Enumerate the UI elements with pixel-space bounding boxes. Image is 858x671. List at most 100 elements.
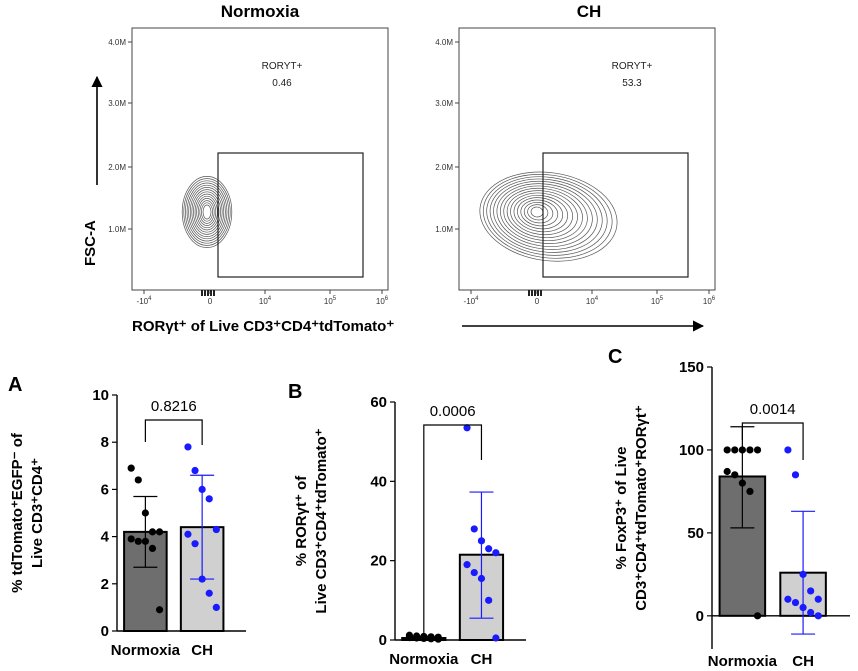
y-tick-label: 20 — [370, 553, 387, 570]
p-value-label: 0.0014 — [750, 401, 796, 418]
ror-axis-label: RORγt⁺ of Live CD3⁺CD4⁺tdTomato⁺ — [132, 318, 394, 335]
data-point — [731, 446, 739, 454]
flow-y-tick-label: 1.0M — [435, 225, 453, 234]
x-tick-label: Normoxia — [389, 651, 459, 668]
contour-plot-normoxia — [181, 176, 233, 248]
gate-label-ch: RORYT+ — [612, 61, 653, 72]
flow-x-tick-label: 106 — [703, 296, 716, 306]
y-tick-label: 8 — [101, 434, 109, 451]
x-tick-label: CH — [471, 651, 493, 668]
y-tick-label: 100 — [679, 442, 704, 459]
data-point — [134, 537, 142, 545]
contour-ring — [503, 187, 583, 241]
data-point — [413, 634, 421, 642]
contour-ring — [199, 200, 215, 224]
data-point — [434, 635, 442, 643]
flow-x-ticks-normoxia: -104 0 104 105 106 — [137, 290, 389, 306]
data-point — [753, 612, 762, 620]
data-point — [148, 544, 157, 553]
data-point — [746, 446, 754, 454]
y-tick-label: 0 — [696, 608, 704, 625]
significance-bracket — [741, 422, 804, 460]
data-point — [184, 443, 192, 451]
data-point — [731, 471, 739, 479]
p-value-label: 0.8216 — [151, 398, 197, 415]
contour-ring — [517, 197, 564, 230]
data-point — [127, 535, 135, 543]
contour-ring — [188, 184, 226, 240]
contour-ring — [530, 206, 544, 218]
flow-plot-normoxia: Normoxia 4.0M 3.0M 2.0M 1.0M -104 0 104 105 106… — [82, 2, 389, 306]
contour-ring — [479, 171, 618, 262]
flow-x-ticks-ch: -104 0 104 105 106 — [464, 290, 716, 306]
bar-chart-a: A 0 2 4 6 8 10 % tdTomato⁺EGFP⁻ of Live CD3⁺CD4⁺… — [8, 374, 246, 659]
flow-x-tick-label: 105 — [324, 296, 337, 306]
contour-ring — [201, 202, 213, 222]
gate-value-normoxia: 0.46 — [272, 78, 292, 89]
data-point — [191, 540, 199, 548]
contour-ring — [499, 185, 588, 244]
x-tick-label: Normoxia — [708, 653, 778, 670]
flow-title-normoxia: Normoxia — [221, 2, 300, 21]
contour-ring — [191, 189, 223, 235]
flow-y-tick-label: 2.0M — [435, 163, 453, 172]
data-point — [148, 528, 157, 536]
y-axis-label-line2: CD3⁺CD4⁺tdTomato⁺RORγt⁺ — [633, 405, 650, 611]
x-tick-label: CH — [792, 653, 814, 670]
flow-x-tick-label: 105 — [651, 296, 664, 306]
gate-box-normoxia — [217, 152, 364, 278]
y-tick-label: 150 — [679, 359, 704, 376]
significance-bracket — [144, 419, 203, 445]
data-point — [753, 446, 762, 454]
data-point — [205, 495, 213, 503]
flow-x-tick-label: 106 — [376, 296, 389, 306]
gate-label-normoxia: RORYT+ — [262, 61, 303, 72]
p-value-label: 0.0006 — [430, 403, 476, 420]
contour-ring — [482, 174, 613, 259]
y-tick-label: 6 — [101, 481, 109, 498]
y-tick-label: 10 — [92, 387, 109, 404]
data-point — [814, 595, 822, 603]
data-point — [155, 528, 164, 536]
data-point — [807, 587, 815, 595]
data-point — [405, 634, 414, 642]
fsc-axis-label: FSC-A — [82, 220, 99, 266]
data-point — [746, 487, 754, 496]
significance-bracket — [423, 424, 483, 635]
data-point — [212, 525, 220, 534]
flow-x-tick-label: 104 — [586, 296, 599, 306]
contour-ring — [510, 192, 573, 236]
data-point — [205, 589, 213, 597]
flow-x-tick-label: 0 — [208, 297, 213, 306]
data-point — [791, 598, 800, 607]
contour-ring — [523, 201, 554, 224]
data-point — [134, 476, 142, 484]
data-point — [212, 603, 220, 612]
bar-chart-c: C 0 50 100 150 % FoxP3⁺ of Live CD3⁺CD4⁺tdToma… — [608, 346, 850, 670]
contour-ring — [202, 204, 212, 220]
data-point — [463, 424, 471, 432]
data-point — [485, 596, 493, 604]
y-axis-label-line2: Live CD3⁺CD4⁺tdTomato⁺ — [313, 428, 330, 613]
contour-ring — [181, 176, 233, 248]
contour-ring — [186, 182, 228, 242]
flow-title-ch: CH — [577, 2, 602, 21]
data-point — [191, 466, 199, 475]
y-axis-label-line2: Live CD3⁺CD4⁺ — [29, 458, 46, 568]
gate-box-ch — [542, 152, 689, 278]
flow-x-tick-label: 0 — [535, 297, 540, 306]
flow-y-tick-label: 3.0M — [108, 99, 126, 108]
data-point — [784, 446, 792, 454]
contour-ring — [486, 176, 608, 256]
data-point — [791, 471, 800, 479]
data-point — [127, 464, 135, 472]
gate-value-ch: 53.3 — [622, 78, 642, 89]
flow-plot-ch: CH 4.0M 3.0M 2.0M 1.0M -104 0 104 105 106 RORYT… — [435, 2, 716, 306]
y-tick-label: 0 — [101, 623, 109, 640]
data-point — [184, 530, 192, 538]
data-point — [814, 612, 822, 620]
data-point — [492, 549, 500, 557]
contour-ring — [520, 199, 559, 227]
flow-y-ticks-normoxia: 4.0M 3.0M 2.0M 1.0M — [108, 38, 132, 234]
y-axis-label-line1: % FoxP3⁺ of Live — [613, 447, 630, 570]
